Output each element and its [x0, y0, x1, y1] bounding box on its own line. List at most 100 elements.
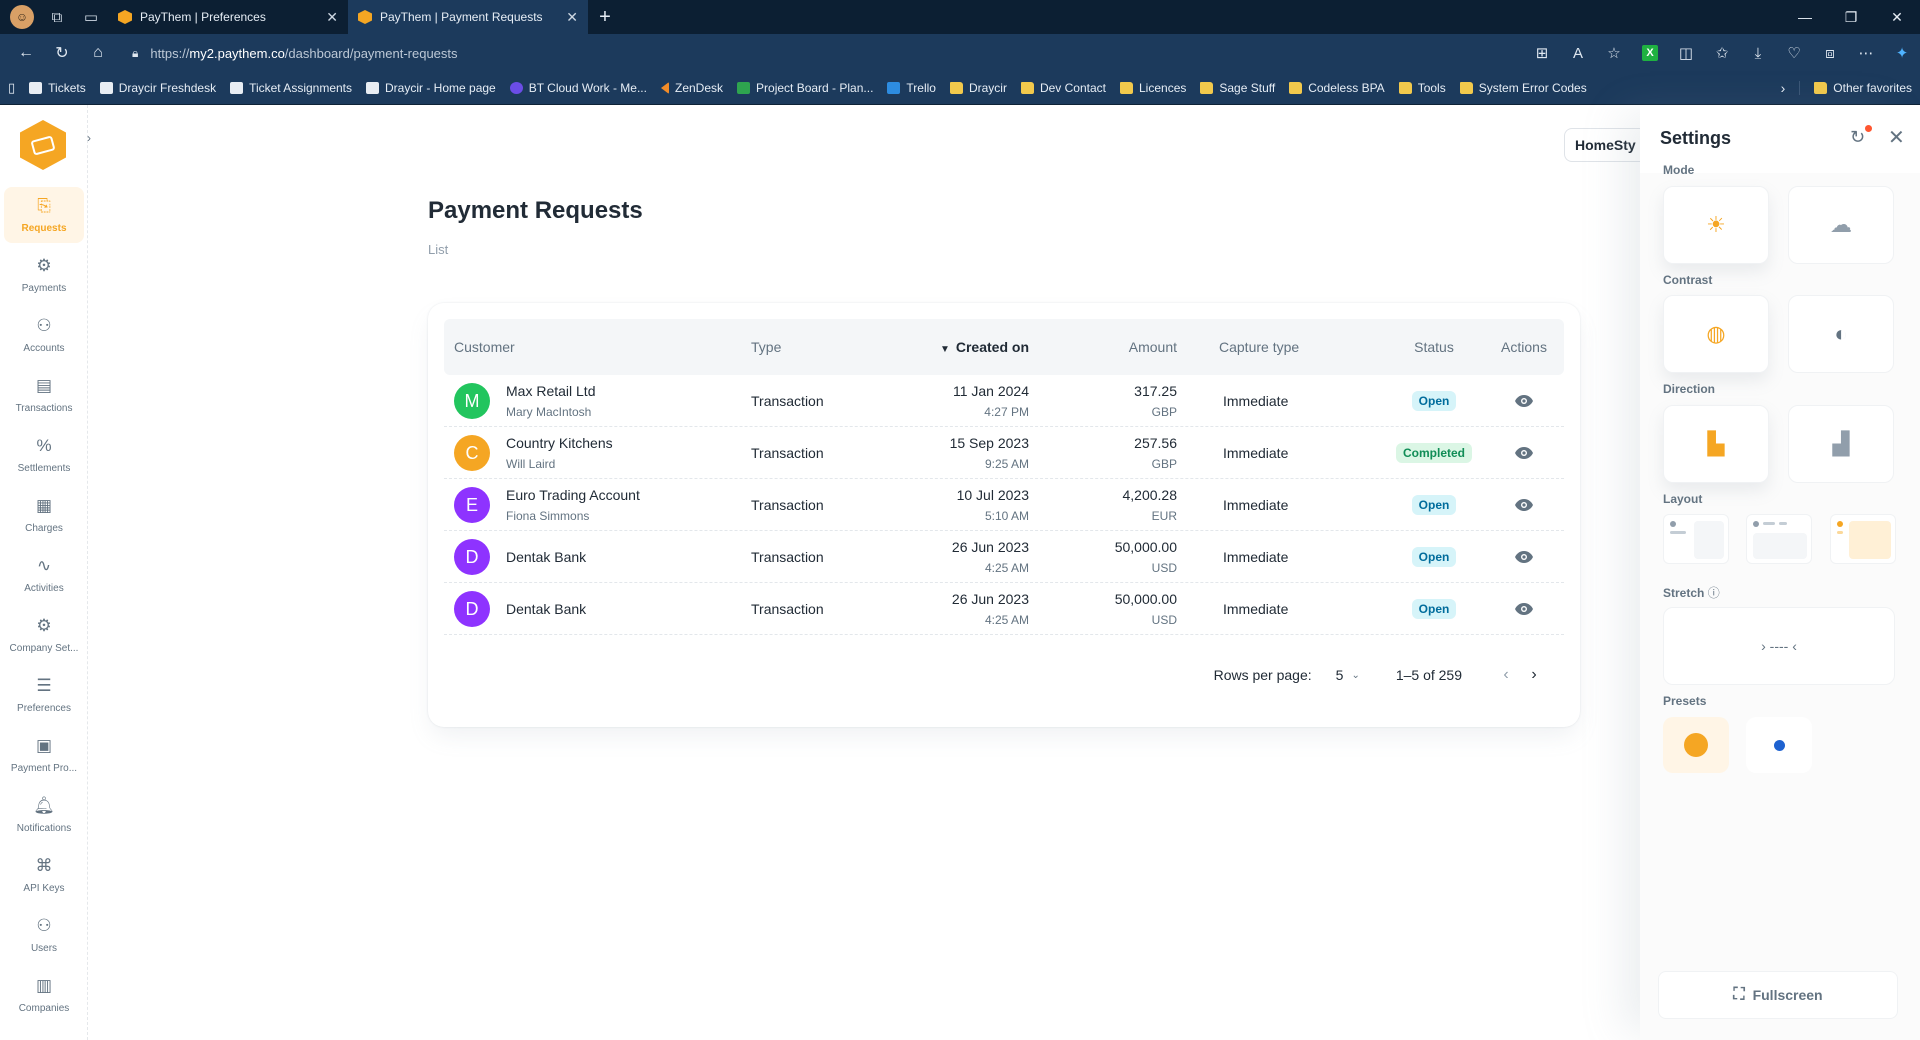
performance-icon[interactable]: ♡ — [1787, 45, 1801, 62]
read-aloud-icon[interactable]: A — [1572, 44, 1583, 62]
column-status[interactable]: Status — [1414, 339, 1454, 355]
bookmark-draycir-freshdesk[interactable]: Draycir Freshdesk — [99, 81, 216, 95]
fullscreen-button[interactable]: ⛶ Fullscreen — [1658, 971, 1898, 1019]
bookmark-codeless-bpa[interactable]: Codeless BPA — [1289, 81, 1385, 95]
url-field[interactable]: 🔒︎ https://my2.paythem.co/dashboard/paym… — [122, 38, 1382, 68]
app-available-icon[interactable]: ⊞ — [1535, 45, 1549, 62]
bold-contrast-option[interactable]: ◐ — [1788, 295, 1894, 373]
bookmark-sage-stuff[interactable]: Sage Stuff — [1200, 81, 1275, 95]
reset-icon[interactable]: ↻ — [1850, 127, 1866, 147]
bookmark-project-board[interactable]: Project Board - Plan... — [737, 81, 873, 95]
light-mode-option[interactable]: ☀ — [1663, 186, 1769, 264]
preset-orange-option[interactable] — [1663, 717, 1729, 773]
bookmark-draycir[interactable]: Draycir — [949, 81, 1007, 95]
sidebar-item-company-settings[interactable]: ⚙ Company Set... — [4, 607, 84, 663]
bookmark-draycir-home[interactable]: Draycir - Home page — [366, 81, 496, 95]
browser-tab-payment-requests[interactable]: PayThem | Payment Requests ✕ — [348, 0, 588, 34]
sidebar-item-payment-providers[interactable]: ▣ Payment Pro... — [4, 727, 84, 783]
org-selector-button[interactable]: HomeSty — [1564, 128, 1644, 162]
minimize-icon[interactable]: — — [1798, 9, 1812, 25]
view-eye-icon[interactable] — [1515, 551, 1533, 563]
restore-icon[interactable]: ❐ — [1844, 8, 1858, 25]
table-row[interactable]: C Country Kitchens Will Laird Transaction 15… — [444, 427, 1564, 479]
status-cell: Open — [1389, 375, 1479, 427]
previous-page-button[interactable]: ‹ — [1503, 666, 1509, 683]
chevron-right-icon[interactable]: › — [87, 131, 91, 145]
bookmark-zendesk[interactable]: ZenDesk — [660, 81, 723, 95]
bookmark-bt-cloud[interactable]: BT Cloud Work - Me... — [509, 81, 647, 95]
column-type[interactable]: Type — [751, 339, 782, 355]
browser-tab-preferences[interactable]: PayThem | Preferences ✕ — [108, 0, 348, 34]
bookmark-ticket-assignments[interactable]: Ticket Assignments — [230, 81, 352, 95]
stretch-toggle[interactable]: › ---- ‹ — [1663, 607, 1895, 685]
workspaces-icon[interactable]: ⧉ — [51, 8, 63, 26]
preset-blue-option[interactable] — [1746, 717, 1812, 773]
window-close-icon[interactable]: ✕ — [1891, 8, 1903, 25]
favorite-star-icon[interactable]: ☆ — [1607, 45, 1621, 62]
table-row[interactable]: M Max Retail Ltd Mary MacIntosh Transaction… — [444, 375, 1564, 427]
sidebar-item-payments[interactable]: ⚙︎ Payments — [4, 247, 84, 303]
sidebar-item-accounts[interactable]: ⚇ Accounts — [4, 307, 84, 363]
more-menu-icon[interactable]: ⋯ — [1858, 45, 1874, 62]
rows-per-page-select[interactable]: 5 ⌄ — [1336, 667, 1360, 683]
view-eye-icon[interactable] — [1515, 447, 1533, 459]
layout-mini-option[interactable] — [1830, 514, 1896, 564]
bookmark-dev-contact[interactable]: Dev Contact — [1020, 81, 1106, 95]
table-row[interactable]: D Dentak Bank Transaction 26 Jun 2023 4:25 A… — [444, 583, 1564, 635]
created-date: 26 Jun 2023 — [951, 539, 1029, 555]
view-eye-icon[interactable] — [1515, 395, 1533, 407]
page-icon — [29, 82, 43, 94]
sidebar-item-companies[interactable]: ▥ Companies — [4, 967, 84, 1023]
sidebar-item-transactions[interactable]: ▤ Transactions — [4, 367, 84, 423]
paythem-logo[interactable] — [20, 120, 66, 170]
view-eye-icon[interactable] — [1515, 499, 1533, 511]
sidebar-item-requests[interactable]: ⎘ Requests — [4, 187, 84, 243]
copilot-icon[interactable]: ✦ — [1895, 45, 1909, 62]
column-created-on[interactable]: ▼ Created on — [940, 339, 1029, 355]
new-tab-icon[interactable]: + — [599, 5, 611, 28]
bookmark-other-favorites[interactable]: Other favorites — [1799, 81, 1912, 95]
excel-extension-icon[interactable]: X — [1632, 34, 1668, 72]
close-tab-icon[interactable]: ✕ — [566, 8, 578, 25]
status-badge: Open — [1411, 547, 1457, 567]
bookmark-licences[interactable]: Licences — [1120, 81, 1186, 95]
dark-mode-option[interactable]: ☁ — [1788, 186, 1894, 264]
sidebar-item-charges[interactable]: ▦ Charges — [4, 487, 84, 543]
bookmark-system-error-codes[interactable]: System Error Codes — [1459, 81, 1587, 95]
favorites-icon[interactable]: ✩ — [1715, 45, 1729, 62]
ltr-direction-option[interactable]: ▙ — [1663, 405, 1769, 483]
refresh-icon[interactable]: ↻ — [55, 45, 69, 62]
profile-avatar-icon[interactable]: ☺ — [10, 5, 34, 29]
column-capture-type[interactable]: Capture type — [1219, 339, 1300, 355]
sidebar-item-activities[interactable]: ∿ Activities — [4, 547, 84, 603]
reading-list-icon[interactable]: ▯ — [8, 80, 16, 95]
column-amount[interactable]: Amount — [1128, 339, 1177, 355]
close-tab-icon[interactable]: ✕ — [326, 8, 338, 25]
home-icon[interactable]: ⌂ — [93, 44, 103, 61]
downloads-icon[interactable]: ⤓ — [1754, 44, 1762, 62]
bookmark-tools[interactable]: Tools — [1398, 81, 1446, 95]
layout-vertical-option[interactable] — [1663, 514, 1729, 564]
sidebar-item-preferences[interactable]: ☰ Preferences — [4, 667, 84, 723]
sidebar-item-notifications[interactable]: 🔔︎ Notifications — [4, 787, 84, 843]
table-row[interactable]: E Euro Trading Account Fiona Simmons Transa… — [444, 479, 1564, 531]
rtl-direction-option[interactable]: ▟ — [1788, 405, 1894, 483]
back-icon[interactable]: ← — [18, 44, 34, 61]
default-contrast-option[interactable]: ◍ — [1663, 295, 1769, 373]
split-screen-icon[interactable]: ◫ — [1678, 45, 1694, 62]
extensions-icon[interactable]: ⧈ — [1825, 44, 1835, 62]
chevron-right-icon[interactable]: › — [1780, 80, 1786, 96]
tab-actions-icon[interactable]: ▭ — [83, 9, 99, 26]
info-icon[interactable]: ⓘ — [1707, 586, 1720, 600]
bookmark-trello[interactable]: Trello — [887, 81, 936, 95]
next-page-button[interactable]: › — [1531, 666, 1537, 683]
column-customer[interactable]: Customer — [454, 339, 515, 355]
sidebar-item-settlements[interactable]: % Settlements — [4, 427, 84, 483]
bookmark-tickets[interactable]: Tickets — [29, 81, 86, 95]
sidebar-item-users[interactable]: ⚇ Users — [4, 907, 84, 963]
table-row[interactable]: D Dentak Bank Transaction 26 Jun 2023 4:25 A… — [444, 531, 1564, 583]
close-icon[interactable]: ✕ — [1888, 127, 1905, 149]
layout-horizontal-option[interactable] — [1746, 514, 1812, 564]
view-eye-icon[interactable] — [1515, 603, 1533, 615]
sidebar-item-api-keys[interactable]: ⌘ API Keys — [4, 847, 84, 903]
